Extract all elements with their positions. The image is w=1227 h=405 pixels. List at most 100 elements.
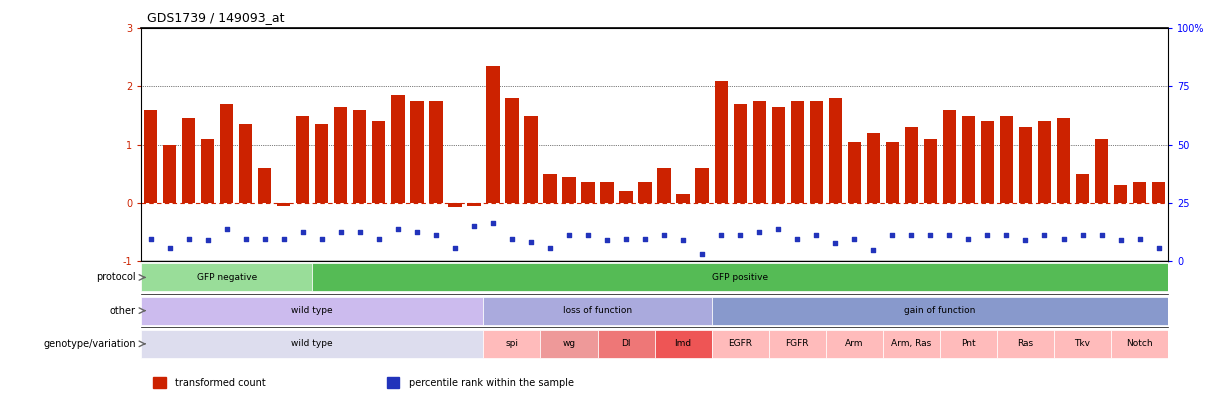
Bar [655, 330, 712, 358]
Point [578, 231, 598, 238]
Bar [790, 101, 804, 202]
Point [1110, 237, 1130, 244]
Point [788, 235, 807, 242]
Point [560, 231, 579, 238]
Bar [1056, 118, 1070, 202]
Point [141, 235, 161, 242]
Text: genotype/variation: genotype/variation [43, 339, 136, 349]
Text: transformed count: transformed count [175, 378, 266, 388]
Point [902, 231, 921, 238]
Bar [772, 107, 785, 202]
Point [198, 237, 217, 244]
Bar [1054, 330, 1110, 358]
Bar [141, 264, 312, 291]
Bar [752, 101, 766, 202]
Bar [600, 182, 614, 202]
Bar [882, 330, 940, 358]
Text: Arm, Ras: Arm, Ras [891, 339, 931, 348]
Text: GFP negative: GFP negative [196, 273, 256, 282]
Point [521, 239, 541, 245]
Bar [141, 297, 483, 324]
Bar [810, 101, 823, 202]
Text: lmd: lmd [675, 339, 692, 348]
Bar [980, 122, 994, 202]
Bar [313, 264, 1168, 291]
Bar [483, 297, 712, 324]
Bar [598, 330, 654, 358]
Bar [826, 330, 882, 358]
Bar [296, 115, 309, 202]
Text: Notch: Notch [1126, 339, 1153, 348]
Bar [220, 104, 233, 202]
Text: Ras: Ras [1017, 339, 1033, 348]
Bar [734, 104, 747, 202]
Bar [924, 139, 937, 202]
Point [1016, 237, 1036, 244]
Bar [448, 202, 461, 207]
Point [464, 223, 483, 229]
Bar [904, 127, 918, 202]
Text: EGFR: EGFR [728, 339, 752, 348]
Point [1148, 245, 1168, 251]
Bar [410, 101, 423, 202]
Bar [866, 133, 880, 202]
Point [844, 235, 864, 242]
Text: Arm: Arm [845, 339, 864, 348]
Bar [962, 115, 975, 202]
Bar [940, 330, 996, 358]
Bar [696, 168, 709, 202]
Point [692, 251, 712, 257]
Bar [1038, 122, 1052, 202]
Point [426, 231, 445, 238]
Bar [712, 330, 768, 358]
Bar [1133, 182, 1146, 202]
Point [1034, 231, 1054, 238]
Text: spi: spi [506, 339, 519, 348]
Point [978, 231, 998, 238]
Point [217, 226, 237, 232]
Point [674, 237, 693, 244]
Bar [372, 122, 385, 202]
Bar [163, 145, 177, 202]
Bar [467, 202, 481, 206]
Bar [658, 168, 671, 202]
Bar [182, 118, 195, 202]
Bar [1112, 330, 1168, 358]
Point [540, 245, 560, 251]
Point [712, 231, 731, 238]
Text: wg: wg [562, 339, 575, 348]
Text: other: other [110, 306, 136, 315]
Bar [828, 98, 842, 202]
Point [483, 220, 503, 226]
Bar [391, 95, 405, 202]
Point [654, 231, 674, 238]
Bar [1152, 182, 1166, 202]
Point [1092, 231, 1112, 238]
Text: wild type: wild type [292, 339, 333, 348]
Text: GDS1739 / 149093_at: GDS1739 / 149093_at [147, 11, 285, 24]
Bar [540, 330, 598, 358]
Bar [315, 124, 329, 202]
Text: wild type: wild type [292, 306, 333, 315]
Text: loss of function: loss of function [563, 306, 632, 315]
Bar [201, 139, 215, 202]
Text: Tkv: Tkv [1075, 339, 1091, 348]
Point [312, 235, 331, 242]
Point [445, 245, 465, 251]
Bar [277, 202, 291, 206]
Point [882, 231, 902, 238]
Point [179, 235, 199, 242]
Bar [506, 98, 519, 202]
Point [1130, 235, 1150, 242]
Point [1072, 231, 1092, 238]
Bar [1018, 127, 1032, 202]
Bar [714, 81, 728, 202]
Point [350, 228, 369, 235]
Bar [848, 142, 861, 202]
Point [274, 235, 293, 242]
Point [996, 231, 1016, 238]
Point [750, 228, 769, 235]
Bar [486, 66, 499, 202]
Bar [676, 194, 690, 202]
Point [636, 235, 655, 242]
